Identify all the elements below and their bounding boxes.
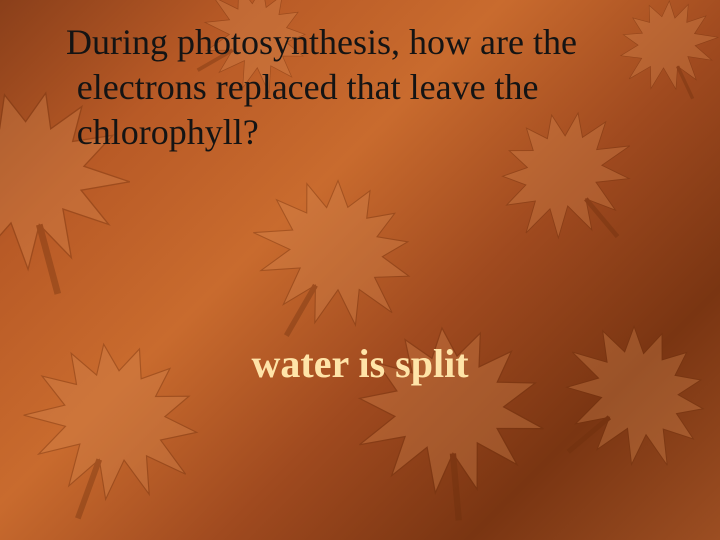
maple-leaf-icon (512, 282, 720, 519)
slide-container: During photosynthesis, how are the elect… (0, 0, 720, 540)
answer-text: water is split (0, 340, 720, 387)
question-text: During photosynthesis, how are the elect… (30, 20, 680, 155)
